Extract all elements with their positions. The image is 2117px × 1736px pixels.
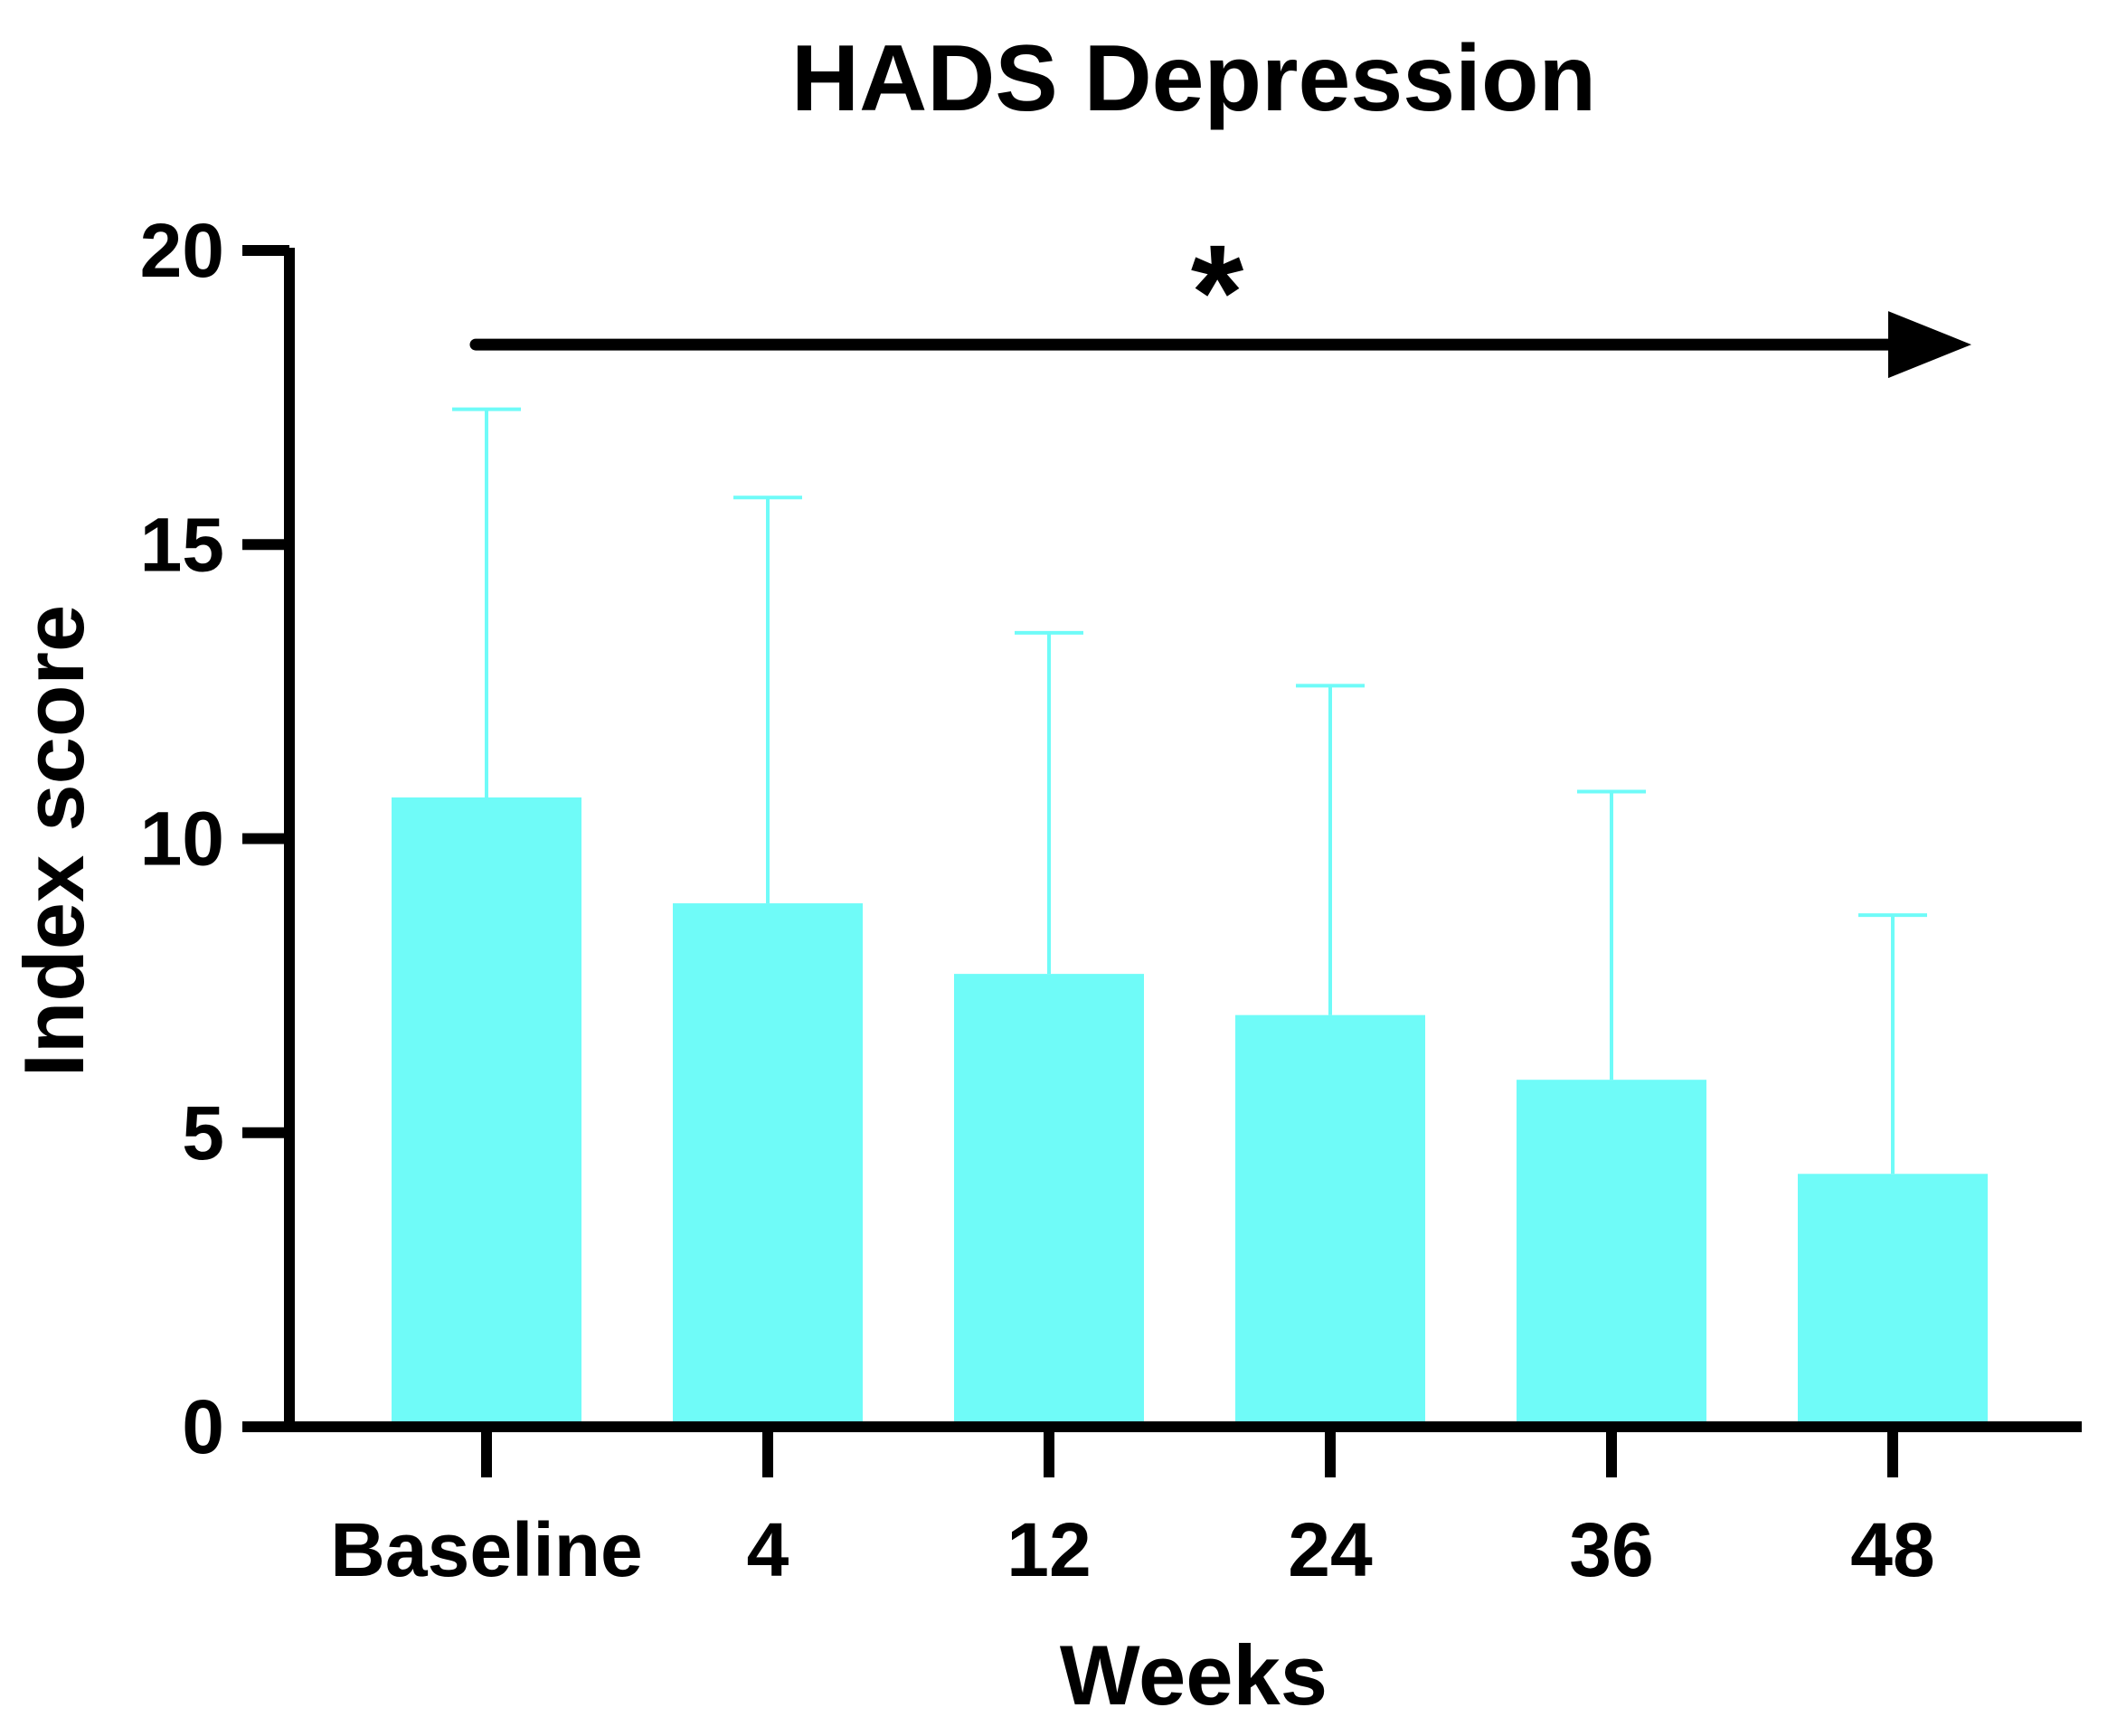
y-axis-label: Index score bbox=[6, 605, 101, 1077]
x-tick-label-4: 4 bbox=[747, 1507, 789, 1592]
bar-24 bbox=[1235, 1014, 1425, 1427]
y-tick-label-5: 5 bbox=[182, 1090, 224, 1175]
bars-layer bbox=[392, 797, 1988, 1427]
bar-12 bbox=[954, 974, 1144, 1427]
x-tick-label-12: 12 bbox=[1007, 1507, 1091, 1592]
x-axis-label: Weeks bbox=[1060, 1628, 1328, 1722]
bar-baseline bbox=[392, 797, 581, 1427]
bar-4 bbox=[673, 903, 863, 1427]
chart-title: HADS Depression bbox=[791, 26, 1596, 131]
annotation-layer: * bbox=[469, 216, 1971, 379]
bar-36 bbox=[1517, 1080, 1706, 1427]
significance-arrow-head bbox=[1888, 311, 1971, 379]
x-tick-label-baseline: Baseline bbox=[330, 1507, 643, 1592]
y-tick-label-10: 10 bbox=[140, 797, 224, 882]
x-tick-label-24: 24 bbox=[1288, 1507, 1373, 1592]
x-tick-label-48: 48 bbox=[1850, 1507, 1934, 1592]
error-bars-layer bbox=[452, 407, 1927, 1175]
bar-48 bbox=[1798, 1174, 1988, 1427]
axes-layer: 0 5 10 15 20 Baseline 4 12 24 36 48 bbox=[140, 208, 2082, 1592]
y-tick-label-15: 15 bbox=[140, 502, 224, 587]
y-tick-label-20: 20 bbox=[140, 208, 224, 293]
y-tick-label-0: 0 bbox=[182, 1384, 224, 1469]
x-tick-label-36: 36 bbox=[1569, 1507, 1653, 1592]
significance-asterisk: * bbox=[1191, 216, 1244, 368]
